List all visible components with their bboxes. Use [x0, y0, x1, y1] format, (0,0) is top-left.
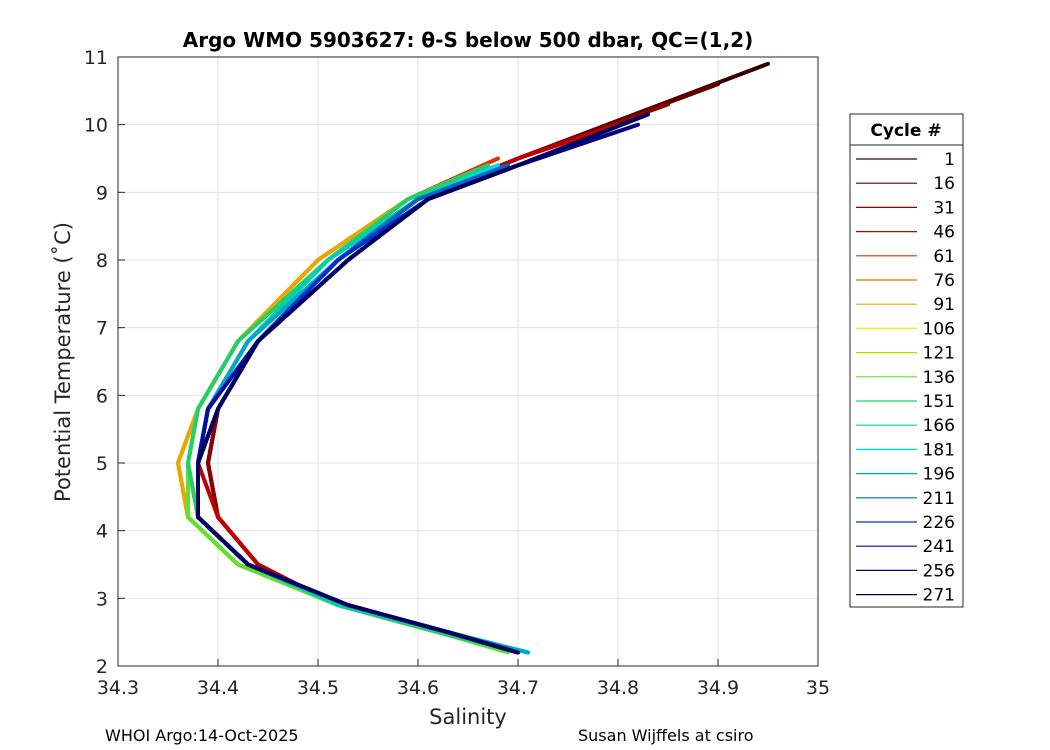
legend-label: 121 — [923, 344, 955, 364]
x-tick-label: 34.5 — [297, 677, 339, 699]
y-axis-label: Potential Temperature (˚C) — [51, 222, 75, 502]
x-tick-label: 34.9 — [697, 677, 739, 699]
legend-label: 211 — [923, 489, 955, 509]
legend-label: 151 — [923, 392, 955, 412]
legend-label: 166 — [923, 416, 955, 436]
x-tick-label: 34.4 — [197, 677, 239, 699]
y-tick-label: 7 — [96, 318, 108, 340]
chart-title: Argo WMO 5903627: θ-S below 500 dbar, QC… — [183, 28, 753, 52]
x-axis-label: Salinity — [429, 705, 507, 729]
legend-label: 76 — [933, 271, 955, 291]
y-tick-label: 9 — [96, 182, 108, 204]
x-axis-ticks: 34.3 34.4 34.5 34.6 34.7 34.8 34.9 35 — [97, 659, 830, 699]
legend-label: 46 — [933, 223, 955, 243]
y-tick-label: 11 — [84, 47, 108, 69]
x-tick-label: 34.3 — [97, 677, 139, 699]
legend-label: 106 — [923, 319, 955, 339]
y-tick-label: 3 — [96, 588, 108, 610]
x-tick-label: 35 — [806, 677, 830, 699]
y-tick-label: 8 — [96, 250, 108, 272]
y-tick-label: 4 — [96, 521, 108, 543]
legend-label: 61 — [933, 247, 955, 267]
footer-left: WHOI Argo:14-Oct-2025 — [105, 726, 299, 745]
y-axis-ticks: 2 3 4 5 6 7 8 9 10 11 — [84, 47, 125, 678]
legend-label: 181 — [923, 440, 955, 460]
legend-box — [849, 113, 964, 608]
y-tick-label: 6 — [96, 385, 108, 407]
x-tick-label: 34.6 — [397, 677, 439, 699]
plot-area — [118, 57, 818, 666]
legend-label: 16 — [933, 174, 955, 194]
footer-right: Susan Wijffels at csiro — [578, 726, 754, 745]
legend-label: 1 — [944, 150, 955, 170]
series-lines — [176, 61, 770, 655]
legend: Cycle # 11631466176911061211361511661811… — [849, 113, 964, 608]
x-tick-label: 34.7 — [497, 677, 539, 699]
plot-frame — [117, 56, 819, 667]
legend-label: 241 — [923, 537, 955, 557]
legend-label: 271 — [923, 586, 955, 606]
legend-label: 226 — [923, 513, 955, 533]
x-tick-label: 34.8 — [597, 677, 639, 699]
legend-label: 256 — [923, 561, 955, 581]
series-line-271 — [196, 112, 650, 655]
legend-entries: 1 16 31 46 61 76 91 106 121 136 151 166 181 196 211 226… — [856, 150, 955, 606]
y-tick-label: 10 — [84, 115, 108, 137]
legend-label: 31 — [933, 198, 955, 218]
legend-title: Cycle # — [870, 121, 941, 141]
legend-label: 91 — [933, 295, 955, 315]
legend-label: 196 — [923, 465, 955, 485]
legend-label: 136 — [923, 368, 955, 388]
y-tick-label: 2 — [96, 656, 108, 678]
y-tick-label: 5 — [96, 453, 108, 475]
